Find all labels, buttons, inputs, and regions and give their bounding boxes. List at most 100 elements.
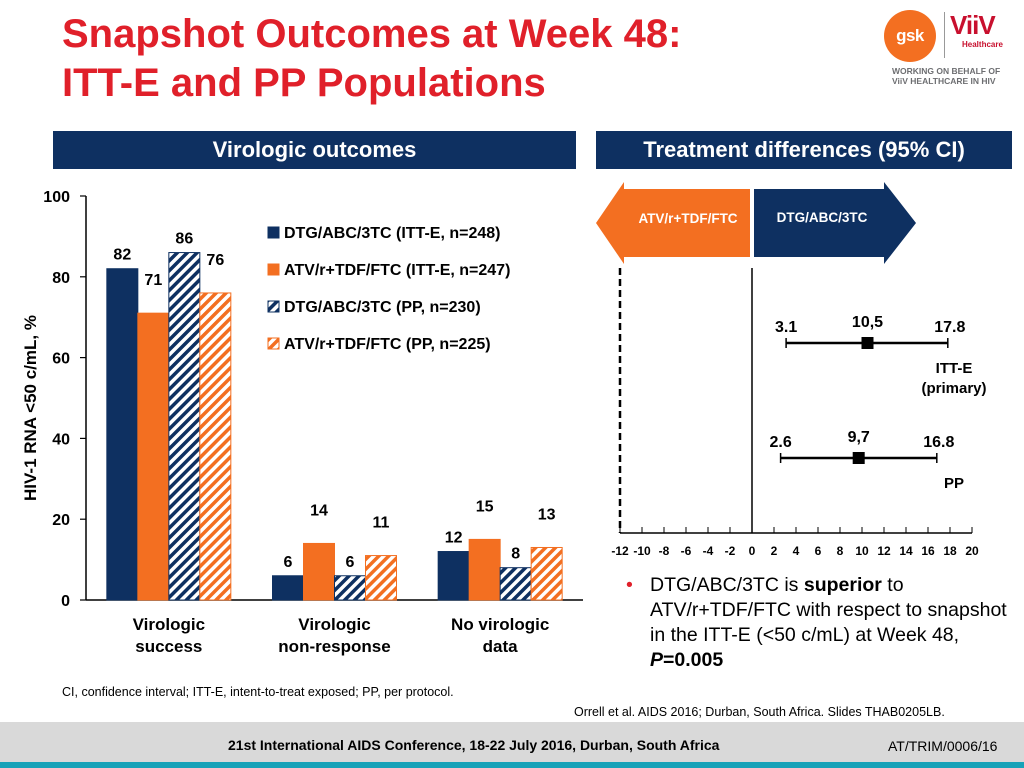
logo-tagline-2: ViiV HEALTHCARE IN HIV [892, 76, 996, 86]
row-label: ITT-E [936, 360, 973, 377]
conference-name: 21st International AIDS Conference, 18-2… [228, 737, 720, 753]
estimate-label: 10,5 [852, 314, 883, 331]
bar-value-label: 14 [310, 502, 328, 519]
ci-upper-label: 17.8 [934, 319, 965, 336]
x-category-label: non-response [278, 637, 390, 656]
x-tick-label: -12 [611, 544, 629, 558]
logo-tagline-1: WORKING ON BEHALF OF [892, 66, 1001, 76]
bullet-marker: • [626, 574, 633, 596]
legend-swatch [267, 263, 280, 276]
x-tick-label: -8 [659, 544, 670, 558]
x-tick-label: -2 [725, 544, 736, 558]
row-label-sub: (primary) [921, 380, 986, 397]
company-logo: gsk ViiV Healthcare WORKING ON BEHALF OF… [884, 8, 1016, 98]
y-tick-label: 100 [43, 189, 70, 206]
abbreviations-footnote: CI, confidence interval; ITT-E, intent-t… [62, 685, 454, 699]
bar [106, 268, 139, 601]
point-estimate [852, 452, 865, 464]
bar-value-label: 71 [144, 272, 162, 289]
legend-label: DTG/ABC/3TC (ITT-E, n=248) [284, 225, 500, 242]
bar [334, 575, 366, 601]
ci-upper-label: 16.8 [923, 434, 954, 451]
bar-value-label: 12 [445, 530, 463, 547]
bar [437, 551, 470, 601]
x-category-label: success [135, 637, 202, 656]
x-tick-label: 2 [771, 544, 778, 558]
x-tick-label: 10 [855, 544, 869, 558]
bar [199, 292, 232, 601]
bar [499, 567, 532, 601]
slide-title: Snapshot Outcomes at Week 48: ITT-E and … [62, 10, 681, 108]
bar-value-label: 13 [538, 506, 556, 523]
logo-tagline: WORKING ON BEHALF OF ViiV HEALTHCARE IN … [892, 66, 1000, 86]
y-tick-label: 20 [52, 512, 70, 529]
virologic-outcomes-banner: Virologic outcomes [53, 131, 576, 169]
viiv-healthcare-text: Healthcare [962, 40, 1003, 49]
bar-value-label: 11 [373, 515, 390, 532]
atv-arrow-label: ATV/r+TDF/FTC [638, 211, 737, 226]
bar [530, 546, 563, 601]
bar-value-label: 86 [175, 231, 193, 248]
bar-value-label: 15 [476, 498, 494, 515]
x-tick-label: 18 [943, 544, 957, 558]
legend-swatch [267, 337, 280, 350]
ci-lower-label: 2.6 [769, 434, 791, 451]
bar [272, 575, 304, 601]
treatment-differences-forest-plot: ATV/r+TDF/FTC DTG/ABC/3TC -12 -10 -8 -6 -4 -2 0… [596, 182, 987, 558]
y-axis-title: HIV-1 RNA <50 c/mL, % [21, 315, 40, 501]
bar [365, 555, 397, 601]
estimate-label: 9,7 [848, 429, 870, 446]
bar-value-label: 6 [284, 554, 293, 571]
logo-divider [944, 12, 945, 58]
treatment-differences-banner: Treatment differences (95% CI) [596, 131, 1012, 169]
x-tick-label: 16 [921, 544, 935, 558]
gsk-logo: gsk [884, 10, 936, 62]
bar [303, 542, 335, 601]
bar-value-label: 8 [511, 546, 520, 563]
bar-value-label: 6 [346, 554, 355, 571]
reference-footnote: Orrell et al. AIDS 2016; Durban, South A… [574, 705, 945, 719]
x-category-label: No virologic [451, 615, 549, 634]
x-tick-label: 20 [965, 544, 979, 558]
ci-lower-label: 3.1 [775, 319, 797, 336]
x-tick-label: -6 [681, 544, 692, 558]
bar [468, 538, 501, 601]
dtg-arrow-label: DTG/ABC/3TC [777, 210, 868, 225]
bar-value-label: 82 [113, 247, 131, 264]
bar-value-label: 76 [206, 252, 224, 269]
dtg-favors-arrow [754, 182, 916, 264]
conclusion-text: DTG/ABC/3TC is superior to ATV/r+TDF/FTC… [650, 574, 1007, 671]
y-tick-label: 80 [52, 270, 70, 287]
legend-label: ATV/r+TDF/FTC (PP, n=225) [284, 336, 491, 353]
x-category-label: Virologic [298, 615, 370, 634]
document-code: AT/TRIM/0006/16 [888, 738, 998, 754]
x-tick-label: -4 [703, 544, 714, 558]
y-tick-label: 40 [52, 431, 70, 448]
bar [137, 312, 170, 601]
legend-swatch [267, 300, 280, 313]
x-tick-label: 12 [877, 544, 891, 558]
y-tick-label: 0 [61, 593, 70, 610]
legend-label: ATV/r+TDF/FTC (ITT-E, n=247) [284, 262, 510, 279]
x-category-label: data [483, 637, 519, 656]
y-tick-label: 60 [52, 351, 70, 368]
x-tick-label: 4 [793, 544, 800, 558]
title-line-2: ITT-E and PP Populations [62, 61, 546, 105]
x-tick-label: -10 [633, 544, 651, 558]
x-tick-label: 6 [815, 544, 822, 558]
x-tick-label: 0 [749, 544, 756, 558]
atv-favors-arrow [596, 182, 750, 264]
point-estimate [861, 337, 874, 349]
virologic-outcomes-bar-chart: 0 20 40 60 80 100 HIV-1 RNA <50 c/mL, % Virolog… [21, 189, 583, 656]
legend-swatch [267, 226, 280, 239]
bar [168, 252, 201, 601]
x-tick-label: 14 [899, 544, 913, 558]
x-tick-label: 8 [837, 544, 844, 558]
x-category-label: Virologic [133, 615, 205, 634]
viiv-logo: ViiV [950, 10, 996, 40]
footer-accent-line [0, 762, 1024, 768]
footer-bar [0, 722, 1024, 762]
row-label: PP [944, 475, 964, 492]
legend-label: DTG/ABC/3TC (PP, n=230) [284, 299, 481, 316]
title-line-1: Snapshot Outcomes at Week 48: [62, 12, 682, 56]
